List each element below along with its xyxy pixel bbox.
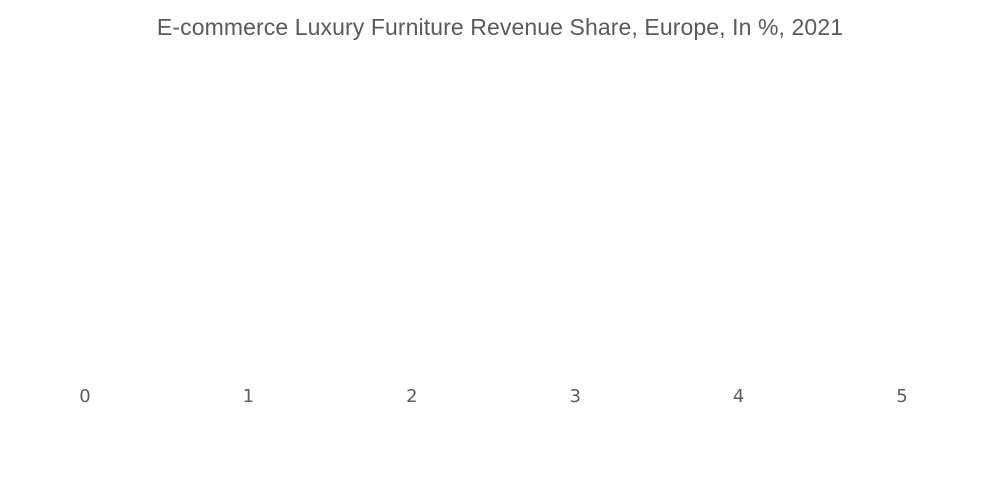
x-tick-label: 3 xyxy=(569,386,580,407)
chart-title: E-commerce Luxury Furniture Revenue Shar… xyxy=(156,14,844,40)
x-tick-label: 2 xyxy=(406,386,417,407)
x-tick-label: 5 xyxy=(896,386,907,407)
x-tick-label: 1 xyxy=(243,386,254,407)
x-tick-label: 0 xyxy=(79,386,90,407)
x-tick-label: 4 xyxy=(733,386,744,407)
